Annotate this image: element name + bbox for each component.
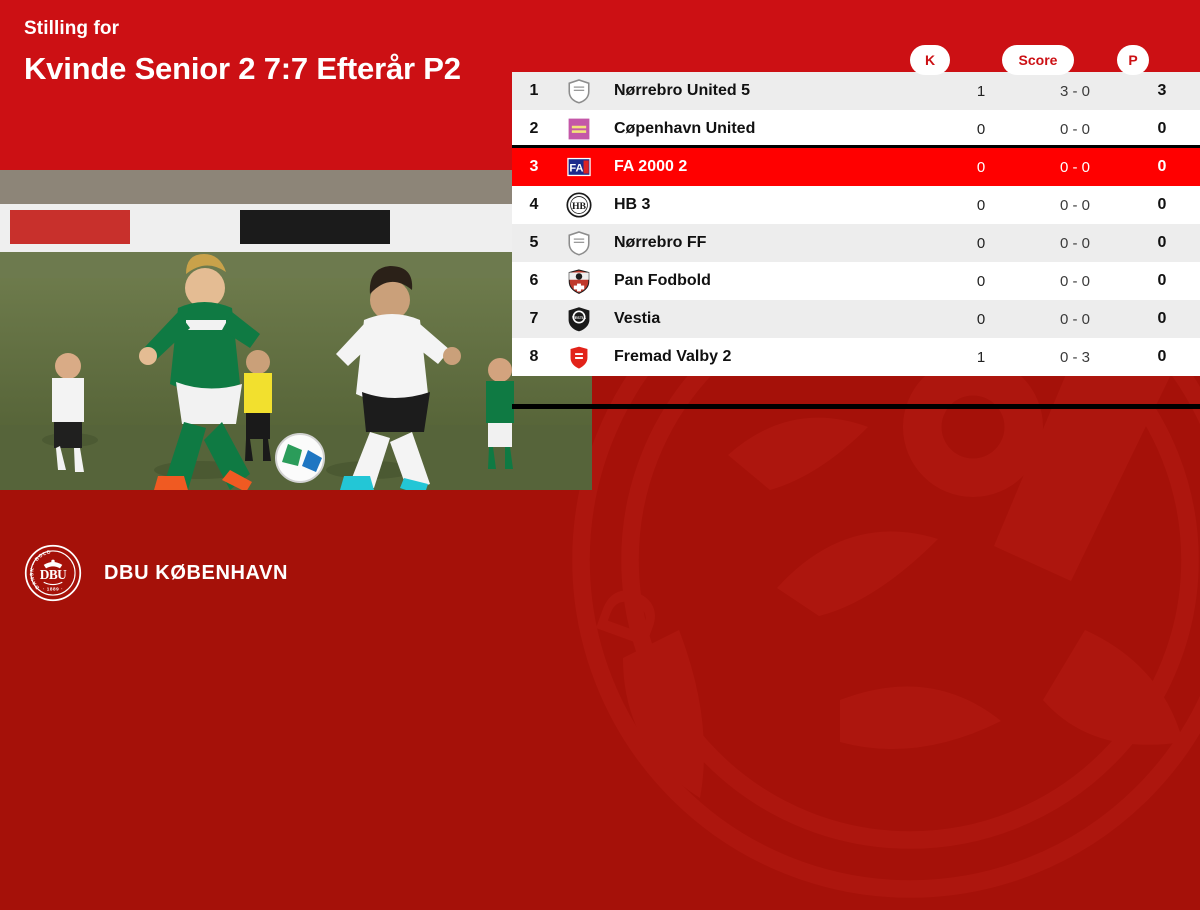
- row-points: 0: [1157, 348, 1167, 365]
- row-goal-score: 0 - 3: [1059, 348, 1090, 366]
- shield-gray-icon: [556, 230, 602, 256]
- page-title: Stilling for Kvinde Senior 2 7:7 Efterår…: [24, 18, 494, 88]
- row-points: 0: [1157, 120, 1167, 137]
- shield-red-icon: [556, 344, 602, 370]
- svg-text:DBU: DBU: [40, 567, 67, 582]
- title-headline: Kvinde Senior 2 7:7 Efterår P2: [24, 50, 461, 86]
- table-row[interactable]: 4 HB HB 3 0 0 - 0 0: [512, 186, 1200, 224]
- row-matches-played: 0: [976, 272, 986, 290]
- table-row[interactable]: 8 Fremad Valby 2 1 0 - 3 0: [512, 338, 1200, 376]
- row-matches-played: 1: [976, 82, 986, 100]
- table-row[interactable]: 5 Nørrebro FF 0 0 - 0 0: [512, 224, 1200, 262]
- row-points: 3: [1157, 82, 1167, 99]
- row-rank: 6: [529, 272, 539, 289]
- row-goal-score: 0 - 0: [1059, 196, 1090, 214]
- row-team-name[interactable]: FA 2000 2: [614, 158, 688, 175]
- table-row[interactable]: 1 Nørrebro United 5 1 3 - 0 3: [512, 72, 1200, 110]
- row-team-name[interactable]: Fremad Valby 2: [614, 348, 732, 365]
- svg-text:HB: HB: [572, 201, 587, 212]
- row-matches-played: 0: [976, 234, 986, 252]
- footer: DANSK · BOLDSPIL · UNION DBU · 1889 · DB…: [24, 544, 288, 602]
- row-goal-score: 0 - 0: [1059, 158, 1090, 176]
- circle-hb-icon: HB: [556, 192, 602, 218]
- row-goal-score: 0 - 0: [1059, 234, 1090, 252]
- title-kicker: Stilling for: [24, 18, 120, 39]
- row-points: 0: [1157, 196, 1167, 213]
- square-magenta-icon: [556, 116, 602, 142]
- column-header-p: P: [1117, 45, 1149, 75]
- match-photo: [0, 170, 592, 490]
- section-divider-rule: [512, 404, 1200, 409]
- row-rank: 4: [529, 196, 539, 213]
- row-rank: 1: [529, 82, 539, 99]
- row-rank: 8: [529, 348, 539, 365]
- row-goal-score: 0 - 0: [1059, 272, 1090, 290]
- shield-vestia-icon: VESTIA: [556, 306, 602, 332]
- row-team-name[interactable]: Pan Fodbold: [614, 272, 711, 289]
- table-row[interactable]: 2 Cøpenhavn United 0 0 - 0 0: [512, 110, 1200, 148]
- table-row[interactable]: 7 VESTIA Vestia 0 0 - 0 0: [512, 300, 1200, 338]
- row-team-name[interactable]: HB 3: [614, 196, 651, 213]
- row-points: 0: [1157, 234, 1167, 251]
- row-rank: 5: [529, 234, 539, 251]
- row-matches-played: 0: [976, 310, 986, 328]
- row-team-name[interactable]: Nørrebro United 5: [614, 82, 751, 99]
- table-column-headers: K Score P: [0, 45, 1200, 75]
- row-matches-played: 0: [976, 120, 986, 138]
- svg-text:· 1889 ·: · 1889 ·: [43, 586, 64, 591]
- svg-text:FA: FA: [569, 163, 583, 175]
- fa-blue-icon: FA: [556, 154, 602, 180]
- row-matches-played: 1: [976, 348, 986, 366]
- shield-pan-icon: [556, 268, 602, 294]
- table-row[interactable]: 3 FA FA 2000 2 0 0 - 0 0: [512, 145, 1200, 186]
- row-goal-score: 0 - 0: [1059, 120, 1090, 138]
- standings-table: 1 Nørrebro United 5 1 3 - 0 3 2 Cøpenhavn Unit…: [512, 72, 1200, 376]
- row-points: 0: [1157, 158, 1167, 175]
- row-matches-played: 0: [976, 196, 986, 214]
- row-rank: 7: [529, 310, 539, 327]
- column-header-k: K: [910, 45, 950, 75]
- table-row[interactable]: 6 Pan Fodbold 0 0 - 0 0: [512, 262, 1200, 300]
- dbu-logo-icon: DANSK · BOLDSPIL · UNION DBU · 1889 ·: [24, 544, 82, 602]
- column-header-score: Score: [1002, 45, 1074, 75]
- row-team-name[interactable]: Cøpenhavn United: [614, 120, 756, 137]
- row-points: 0: [1157, 310, 1167, 327]
- row-matches-played: 0: [976, 158, 986, 176]
- row-rank: 3: [529, 158, 539, 175]
- shield-gray-icon: [556, 78, 602, 104]
- row-goal-score: 3 - 0: [1059, 82, 1090, 100]
- row-goal-score: 0 - 0: [1059, 310, 1090, 328]
- svg-text:VESTIA: VESTIA: [572, 315, 586, 320]
- footer-organisation: DBU KØBENHAVN: [104, 561, 289, 584]
- row-team-name[interactable]: Vestia: [614, 310, 661, 327]
- row-team-name[interactable]: Nørrebro FF: [614, 234, 707, 251]
- row-rank: 2: [529, 120, 539, 137]
- row-points: 0: [1157, 272, 1167, 289]
